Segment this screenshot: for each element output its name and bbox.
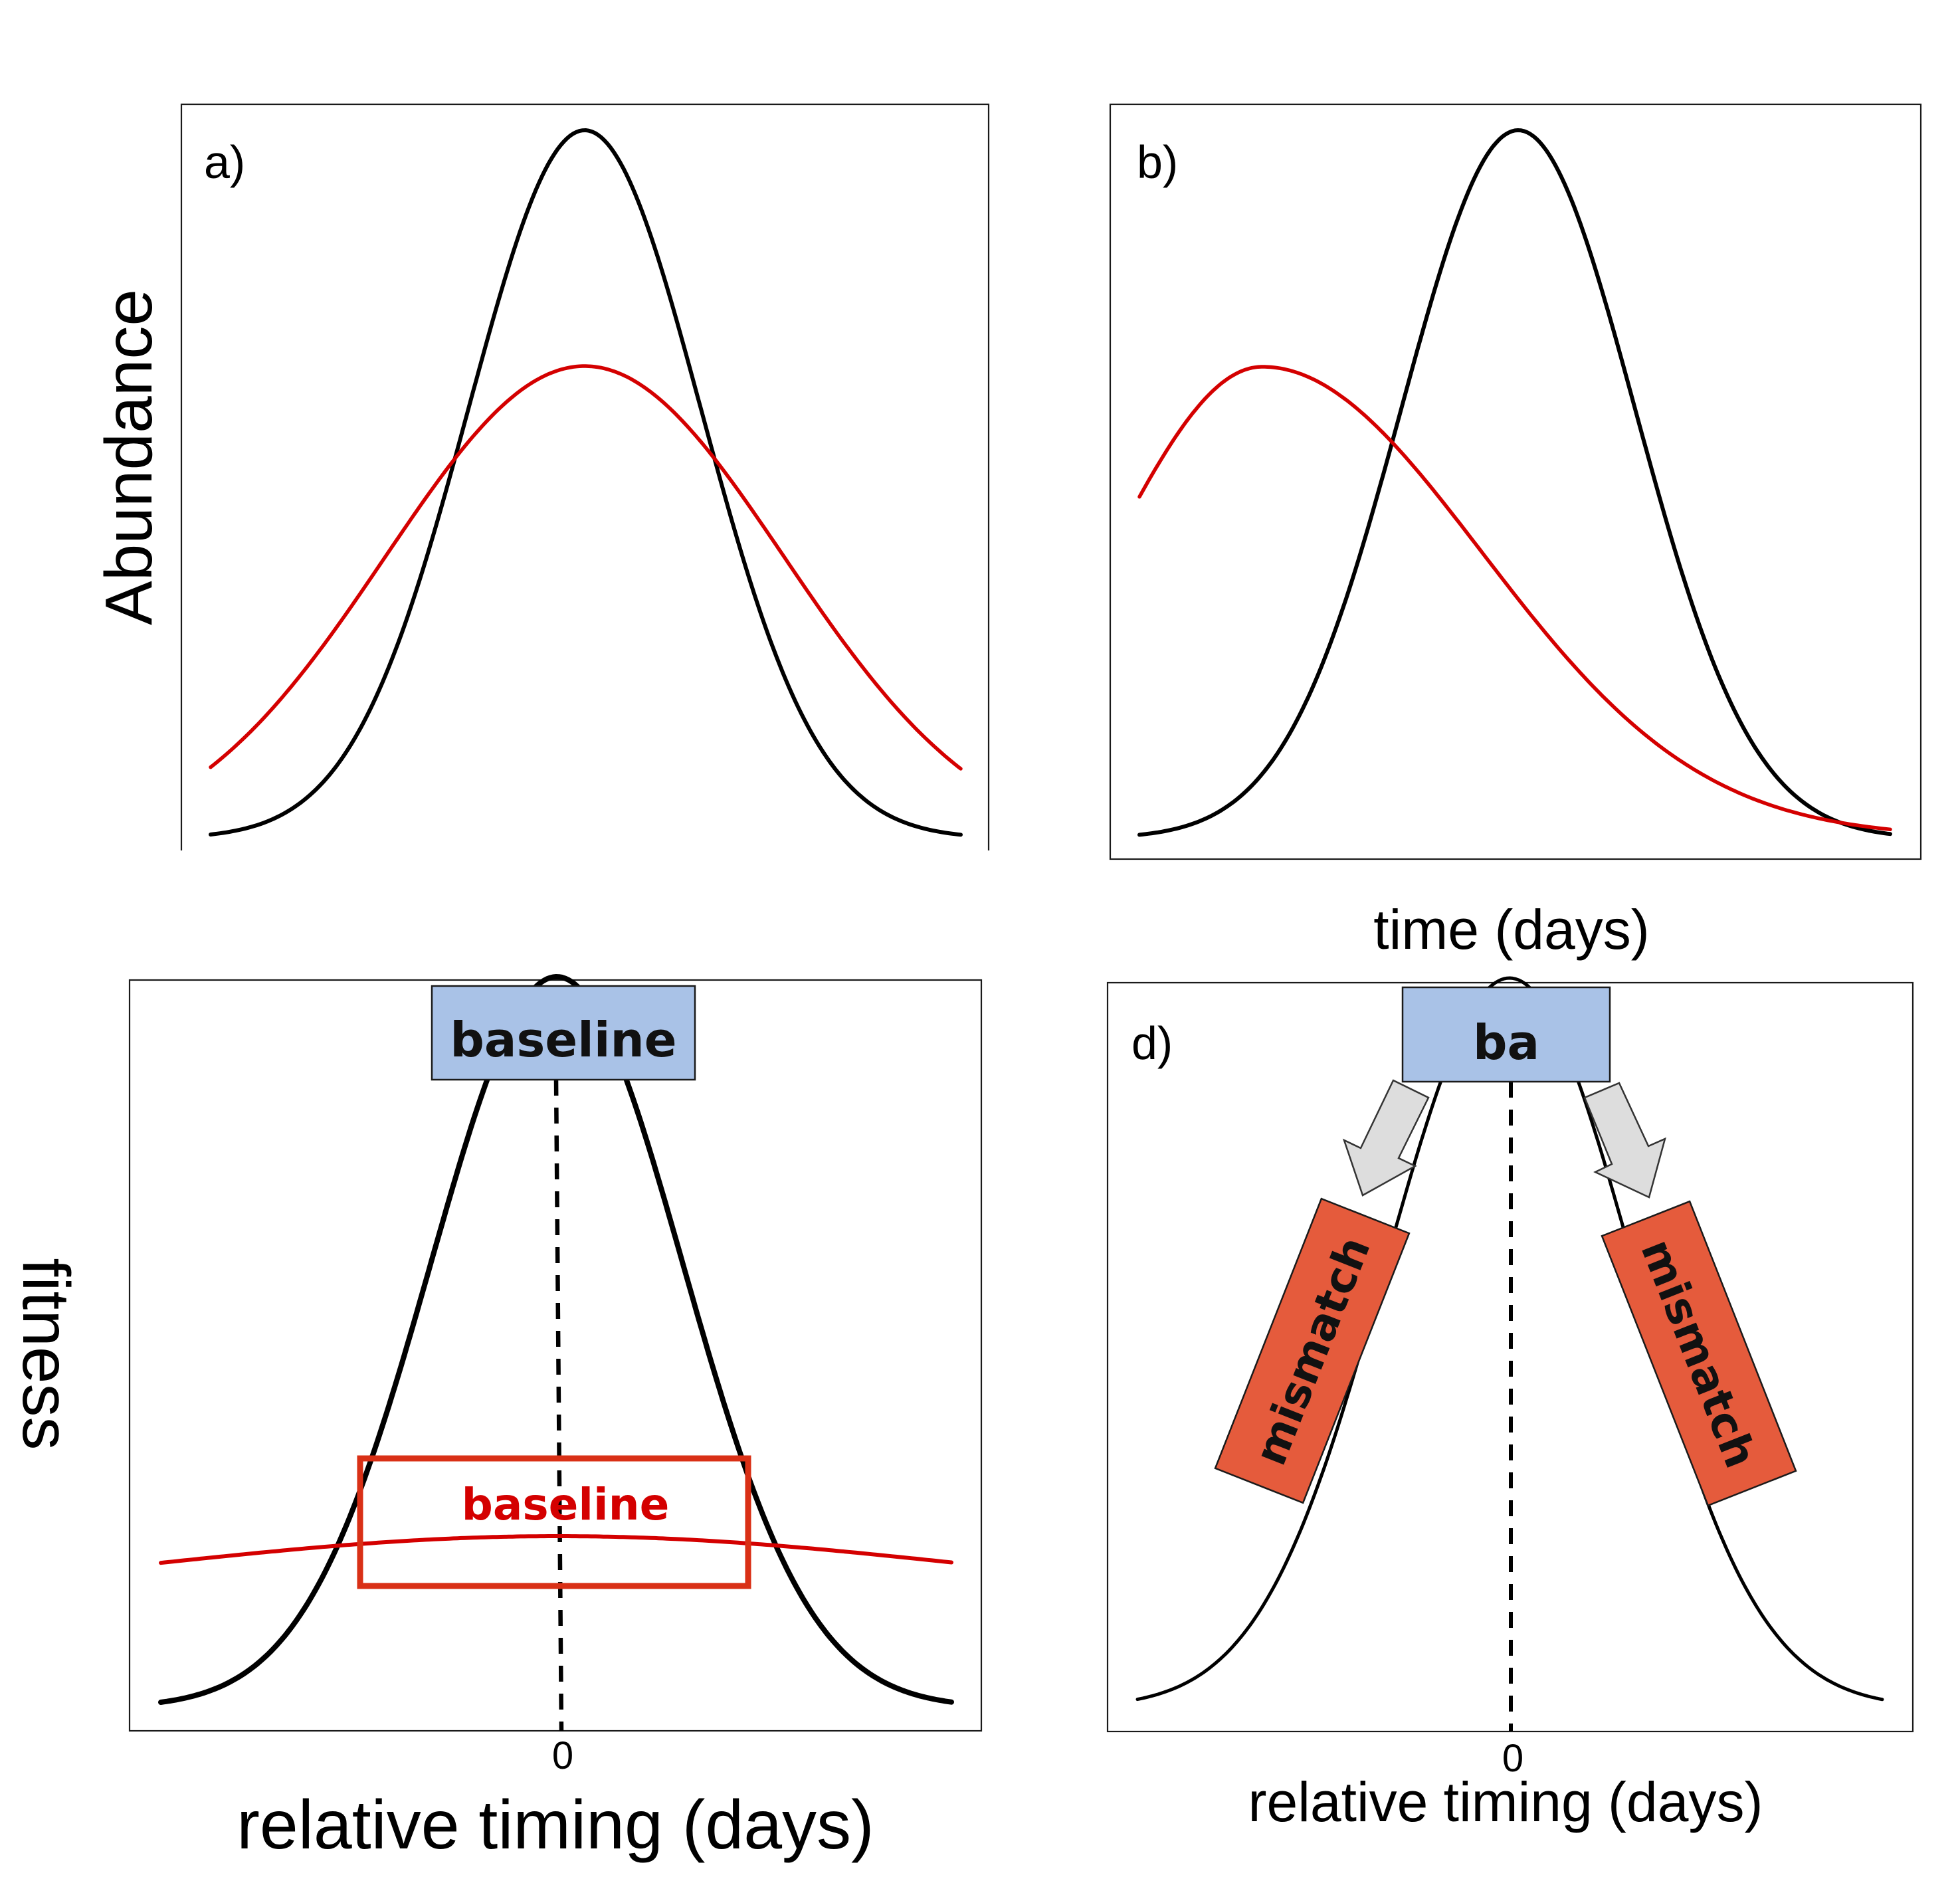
panel-d-black-curve bbox=[1135, 976, 1884, 1702]
panel-b-black-curve bbox=[1137, 128, 1892, 837]
left-down-arrow bbox=[1342, 1079, 1430, 1197]
x-axis-label-relative-timing-c: relative timing (days) bbox=[237, 1787, 874, 1864]
panel-c-baseline-box: baseline bbox=[431, 985, 696, 1081]
panel-c-red-baseline-label: baseline bbox=[462, 1479, 670, 1530]
left-mismatch-tag: mismatch bbox=[1214, 1197, 1411, 1504]
panel-a-red-curve bbox=[209, 364, 963, 771]
x-axis-label-relative-timing-d: relative timing (days) bbox=[1248, 1771, 1763, 1833]
panel-a-label: a) bbox=[204, 136, 245, 188]
panel-d-baseline-label: ba bbox=[1473, 1015, 1539, 1070]
panel-c-black-curve bbox=[158, 974, 954, 1705]
panel-c-baseline-label: baseline bbox=[450, 1012, 676, 1068]
panel-b-red-curve bbox=[1137, 365, 1892, 832]
right-down-arrow bbox=[1583, 1082, 1666, 1199]
panel-a-black-curve bbox=[209, 128, 963, 837]
panel-c-zero-dashed-line bbox=[553, 1079, 564, 1731]
panel-c-red-baseline-box: baseline bbox=[357, 1455, 751, 1589]
x-axis-label-time: time (days) bbox=[1373, 898, 1649, 961]
y-axis-label-fitness: fitness bbox=[9, 1258, 83, 1450]
panel-c-zero-tick: 0 bbox=[552, 1734, 573, 1777]
panel-d-baseline-box: ba bbox=[1401, 986, 1611, 1083]
panel-c-frame bbox=[128, 979, 983, 1732]
y-axis-label-abundance: Abundance bbox=[92, 289, 166, 625]
panel-d-frame bbox=[1106, 981, 1914, 1733]
panel-c-red-curve bbox=[159, 1534, 953, 1565]
panel-b-frame bbox=[1109, 103, 1922, 860]
panel-a-frame bbox=[180, 103, 990, 850]
right-mismatch-tag: mismatch bbox=[1601, 1200, 1797, 1507]
panel-d-zero-tick: 0 bbox=[1502, 1737, 1523, 1780]
panel-d-label: d) bbox=[1131, 1017, 1173, 1069]
panel-b-label: b) bbox=[1137, 136, 1178, 188]
